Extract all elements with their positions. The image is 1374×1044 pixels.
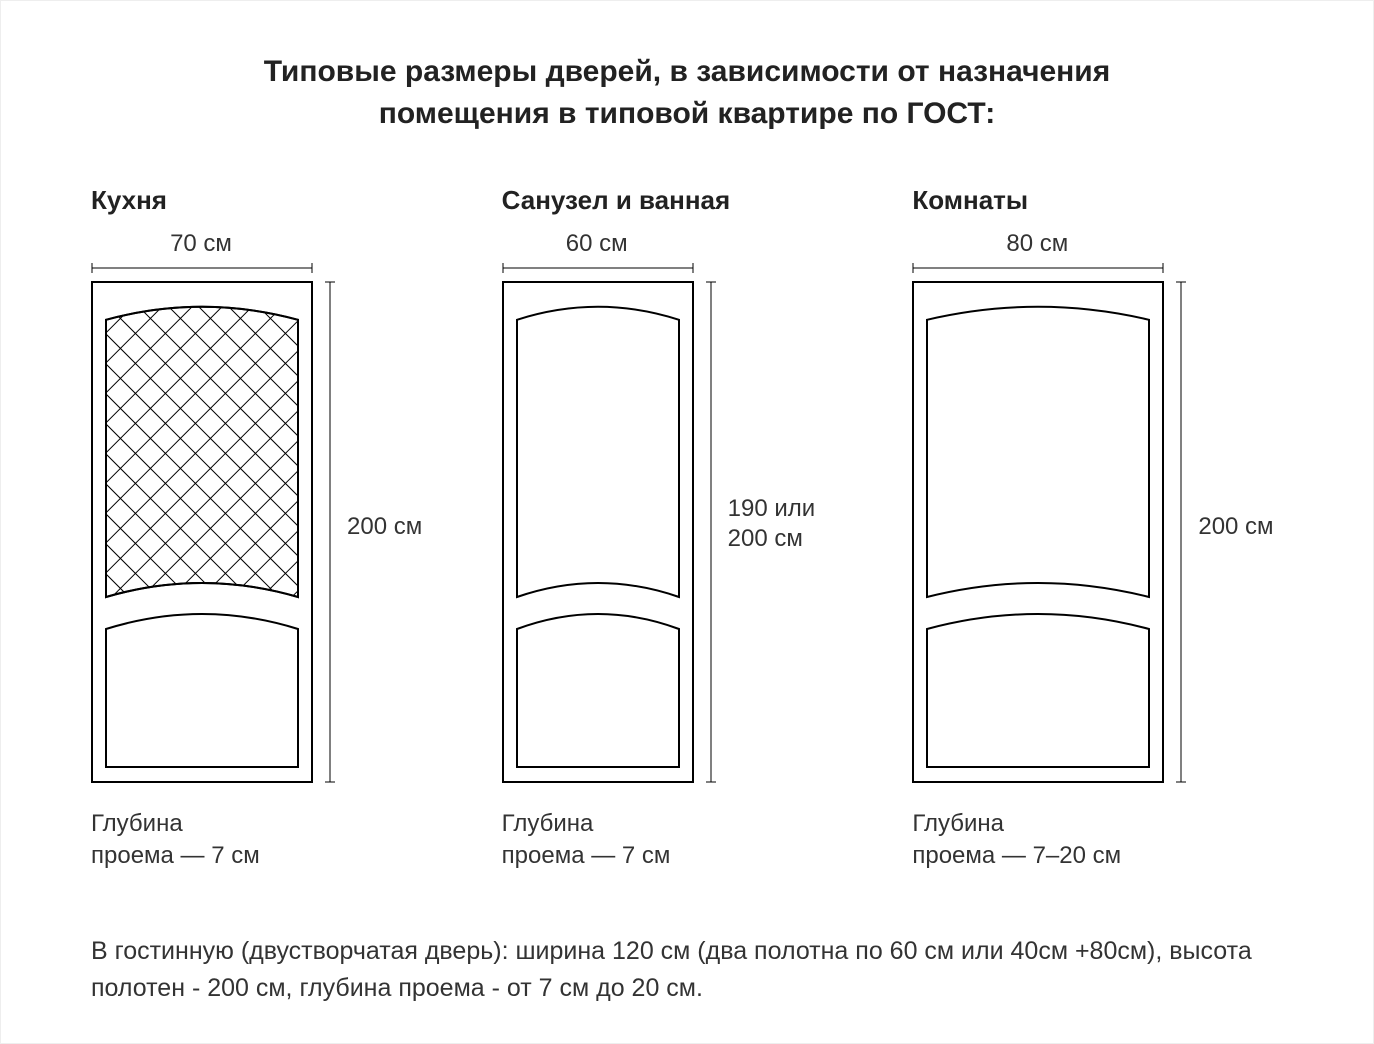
- door-figure-kitchen: 70 см 200 см: [91, 230, 462, 786]
- width-label-kitchen: 70 см: [91, 230, 311, 258]
- height-label-kitchen: 200 см: [347, 512, 422, 542]
- height-label-rooms: 200 см: [1198, 512, 1273, 542]
- depth-label-bathroom: Глубина проема — 7 см: [502, 808, 873, 873]
- door-label-kitchen: Кухня: [91, 185, 462, 216]
- depth-label-rooms: Глубина проема — 7–20 см: [912, 808, 1283, 873]
- door-svg-rooms: [912, 260, 1200, 786]
- door-svg-kitchen: [91, 260, 349, 786]
- doors-row: Кухня 70 см 200 см Глубина проема — 7 см…: [91, 185, 1283, 873]
- door-col-bathroom: Санузел и ванная 60 см 190 или 200 см Гл…: [502, 185, 873, 873]
- door-col-kitchen: Кухня 70 см 200 см Глубина проема — 7 см: [91, 185, 462, 873]
- page-title: Типовые размеры дверей, в зависимости от…: [197, 51, 1177, 135]
- door-figure-bathroom: 60 см 190 или 200 см: [502, 230, 873, 786]
- door-label-bathroom: Санузел и ванная: [502, 185, 873, 216]
- width-label-rooms: 80 см: [912, 230, 1162, 258]
- door-svg-bathroom: [502, 260, 730, 786]
- height-label-bathroom: 190 или 200 см: [728, 494, 816, 554]
- page: Типовые размеры дверей, в зависимости от…: [0, 0, 1374, 1044]
- door-label-rooms: Комнаты: [912, 185, 1283, 216]
- depth-label-kitchen: Глубина проема — 7 см: [91, 808, 462, 873]
- width-label-bathroom: 60 см: [502, 230, 692, 258]
- door-figure-rooms: 80 см 200 см: [912, 230, 1283, 786]
- footnote: В гостинную (двустворчатая дверь): ширин…: [91, 933, 1261, 1008]
- door-col-rooms: Комнаты 80 см 200 см Глубина проема — 7–…: [912, 185, 1283, 873]
